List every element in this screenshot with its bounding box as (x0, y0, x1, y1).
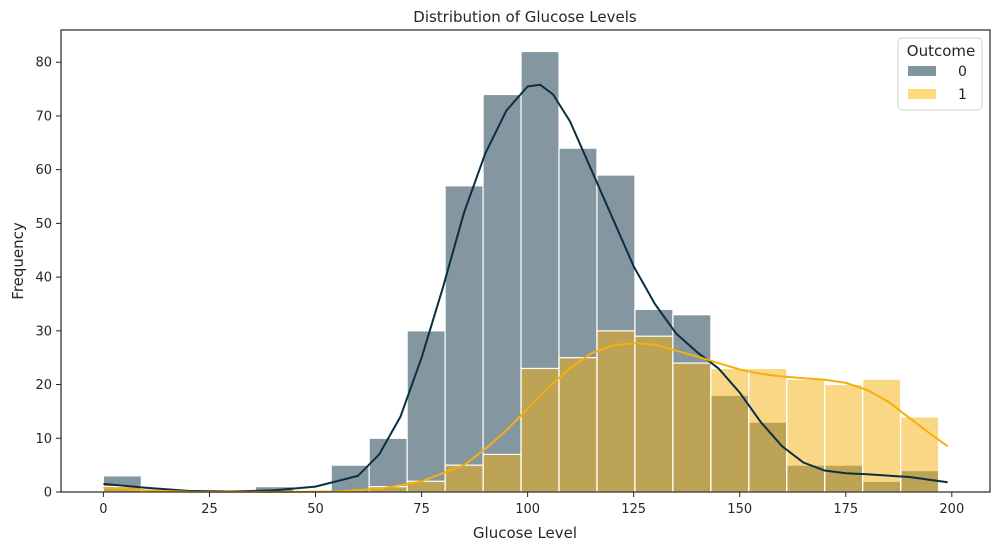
y-tick-label: 30 (35, 324, 52, 339)
x-tick-label: 125 (621, 502, 646, 517)
bar-outcome-0-bin-10 (482, 93, 522, 493)
x-tick-label: 175 (833, 502, 858, 517)
legend-entry-1: 1 (958, 87, 967, 103)
bar-outcome-1-bin-12 (558, 357, 598, 493)
bar-outcome-1-bin-15 (672, 362, 712, 493)
bar-outcome-1-bin-13 (596, 330, 636, 493)
kde-line-outcome-1 (103, 342, 949, 494)
legend-swatch-0 (908, 66, 936, 76)
x-tick-label: 100 (515, 502, 540, 517)
x-tick-label: 150 (727, 502, 752, 517)
y-tick-label: 40 (35, 271, 52, 286)
y-tick-label: 80 (35, 56, 52, 71)
legend: Outcome 0 1 (897, 37, 983, 111)
y-tick-label: 20 (35, 378, 52, 393)
x-tick-label: 0 (99, 502, 107, 517)
y-tick-label: 60 (35, 163, 52, 178)
bar-outcome-1-bin-10 (482, 453, 522, 493)
bar-outcome-1-bin-18 (786, 378, 826, 493)
x-tick-label: 200 (939, 502, 964, 517)
bar-outcome-1-bin-16 (710, 367, 750, 493)
y-tick-label: 70 (35, 109, 52, 124)
plot-area (102, 50, 949, 494)
x-tick-label: 25 (201, 502, 218, 517)
plot-frame (60, 29, 991, 493)
bar-outcome-1-bin-11 (520, 367, 560, 493)
bar-outcome-1-bin-14 (634, 335, 674, 493)
y-tick-label: 10 (35, 432, 52, 447)
y-axis-label: Frequency (9, 222, 27, 300)
legend-entry-0: 0 (958, 64, 967, 80)
x-tick-label: 75 (413, 502, 430, 517)
x-tick-label: 50 (307, 502, 324, 517)
legend-title: Outcome (907, 42, 975, 60)
kde-line-outcome-0 (103, 83, 948, 493)
legend-swatch-1 (908, 89, 936, 99)
bar-outcome-1-bin-19 (824, 383, 864, 493)
x-axis-label: Glucose Level (473, 524, 577, 542)
chart-title: Distribution of Glucose Levels (413, 8, 637, 26)
y-tick-label: 50 (35, 217, 52, 232)
bar-outcome-0-bin-8 (406, 330, 446, 493)
bar-outcome-0-bin-9 (444, 185, 484, 493)
y-tick-label: 0 (44, 486, 52, 501)
